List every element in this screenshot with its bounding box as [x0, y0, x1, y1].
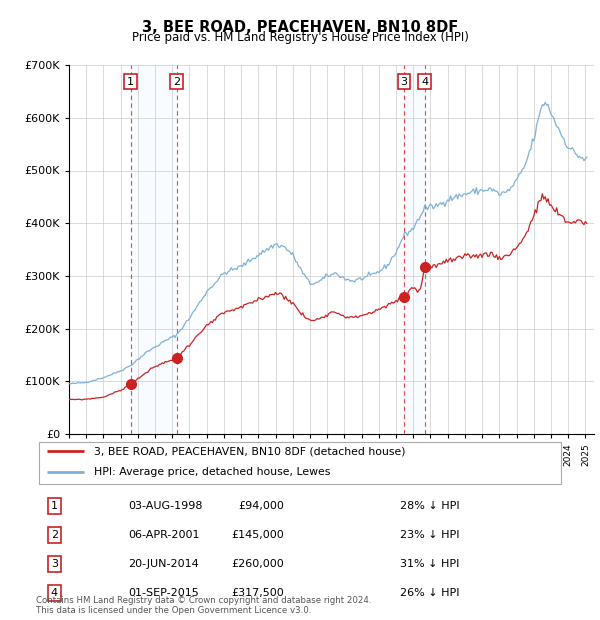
Text: £260,000: £260,000: [232, 559, 284, 569]
Text: 2: 2: [51, 530, 58, 540]
Text: 4: 4: [51, 588, 58, 598]
Text: 3, BEE ROAD, PEACEHAVEN, BN10 8DF: 3, BEE ROAD, PEACEHAVEN, BN10 8DF: [142, 20, 458, 35]
Text: 3: 3: [51, 559, 58, 569]
Text: 06-APR-2001: 06-APR-2001: [128, 530, 200, 540]
Text: 31% ↓ HPI: 31% ↓ HPI: [400, 559, 460, 569]
Text: 26% ↓ HPI: 26% ↓ HPI: [400, 588, 460, 598]
Text: 3, BEE ROAD, PEACEHAVEN, BN10 8DF (detached house): 3, BEE ROAD, PEACEHAVEN, BN10 8DF (detac…: [94, 446, 406, 456]
Bar: [404, 65, 425, 434]
Text: £94,000: £94,000: [238, 501, 284, 511]
Text: 28% ↓ HPI: 28% ↓ HPI: [400, 501, 460, 511]
Text: Contains HM Land Registry data © Crown copyright and database right 2024.
This d: Contains HM Land Registry data © Crown c…: [36, 596, 371, 615]
Text: 1: 1: [51, 501, 58, 511]
Text: 03-AUG-1998: 03-AUG-1998: [128, 501, 203, 511]
Bar: [131, 65, 176, 434]
Text: 2: 2: [173, 77, 180, 87]
Text: £317,500: £317,500: [232, 588, 284, 598]
Text: £145,000: £145,000: [232, 530, 284, 540]
Text: 01-SEP-2015: 01-SEP-2015: [128, 588, 199, 598]
Text: 3: 3: [400, 77, 407, 87]
Text: HPI: Average price, detached house, Lewes: HPI: Average price, detached house, Lewe…: [94, 467, 331, 477]
Text: 4: 4: [421, 77, 428, 87]
Text: 20-JUN-2014: 20-JUN-2014: [128, 559, 199, 569]
Text: 1: 1: [127, 77, 134, 87]
FancyBboxPatch shape: [38, 441, 562, 484]
Text: 23% ↓ HPI: 23% ↓ HPI: [400, 530, 460, 540]
Text: Price paid vs. HM Land Registry's House Price Index (HPI): Price paid vs. HM Land Registry's House …: [131, 31, 469, 44]
